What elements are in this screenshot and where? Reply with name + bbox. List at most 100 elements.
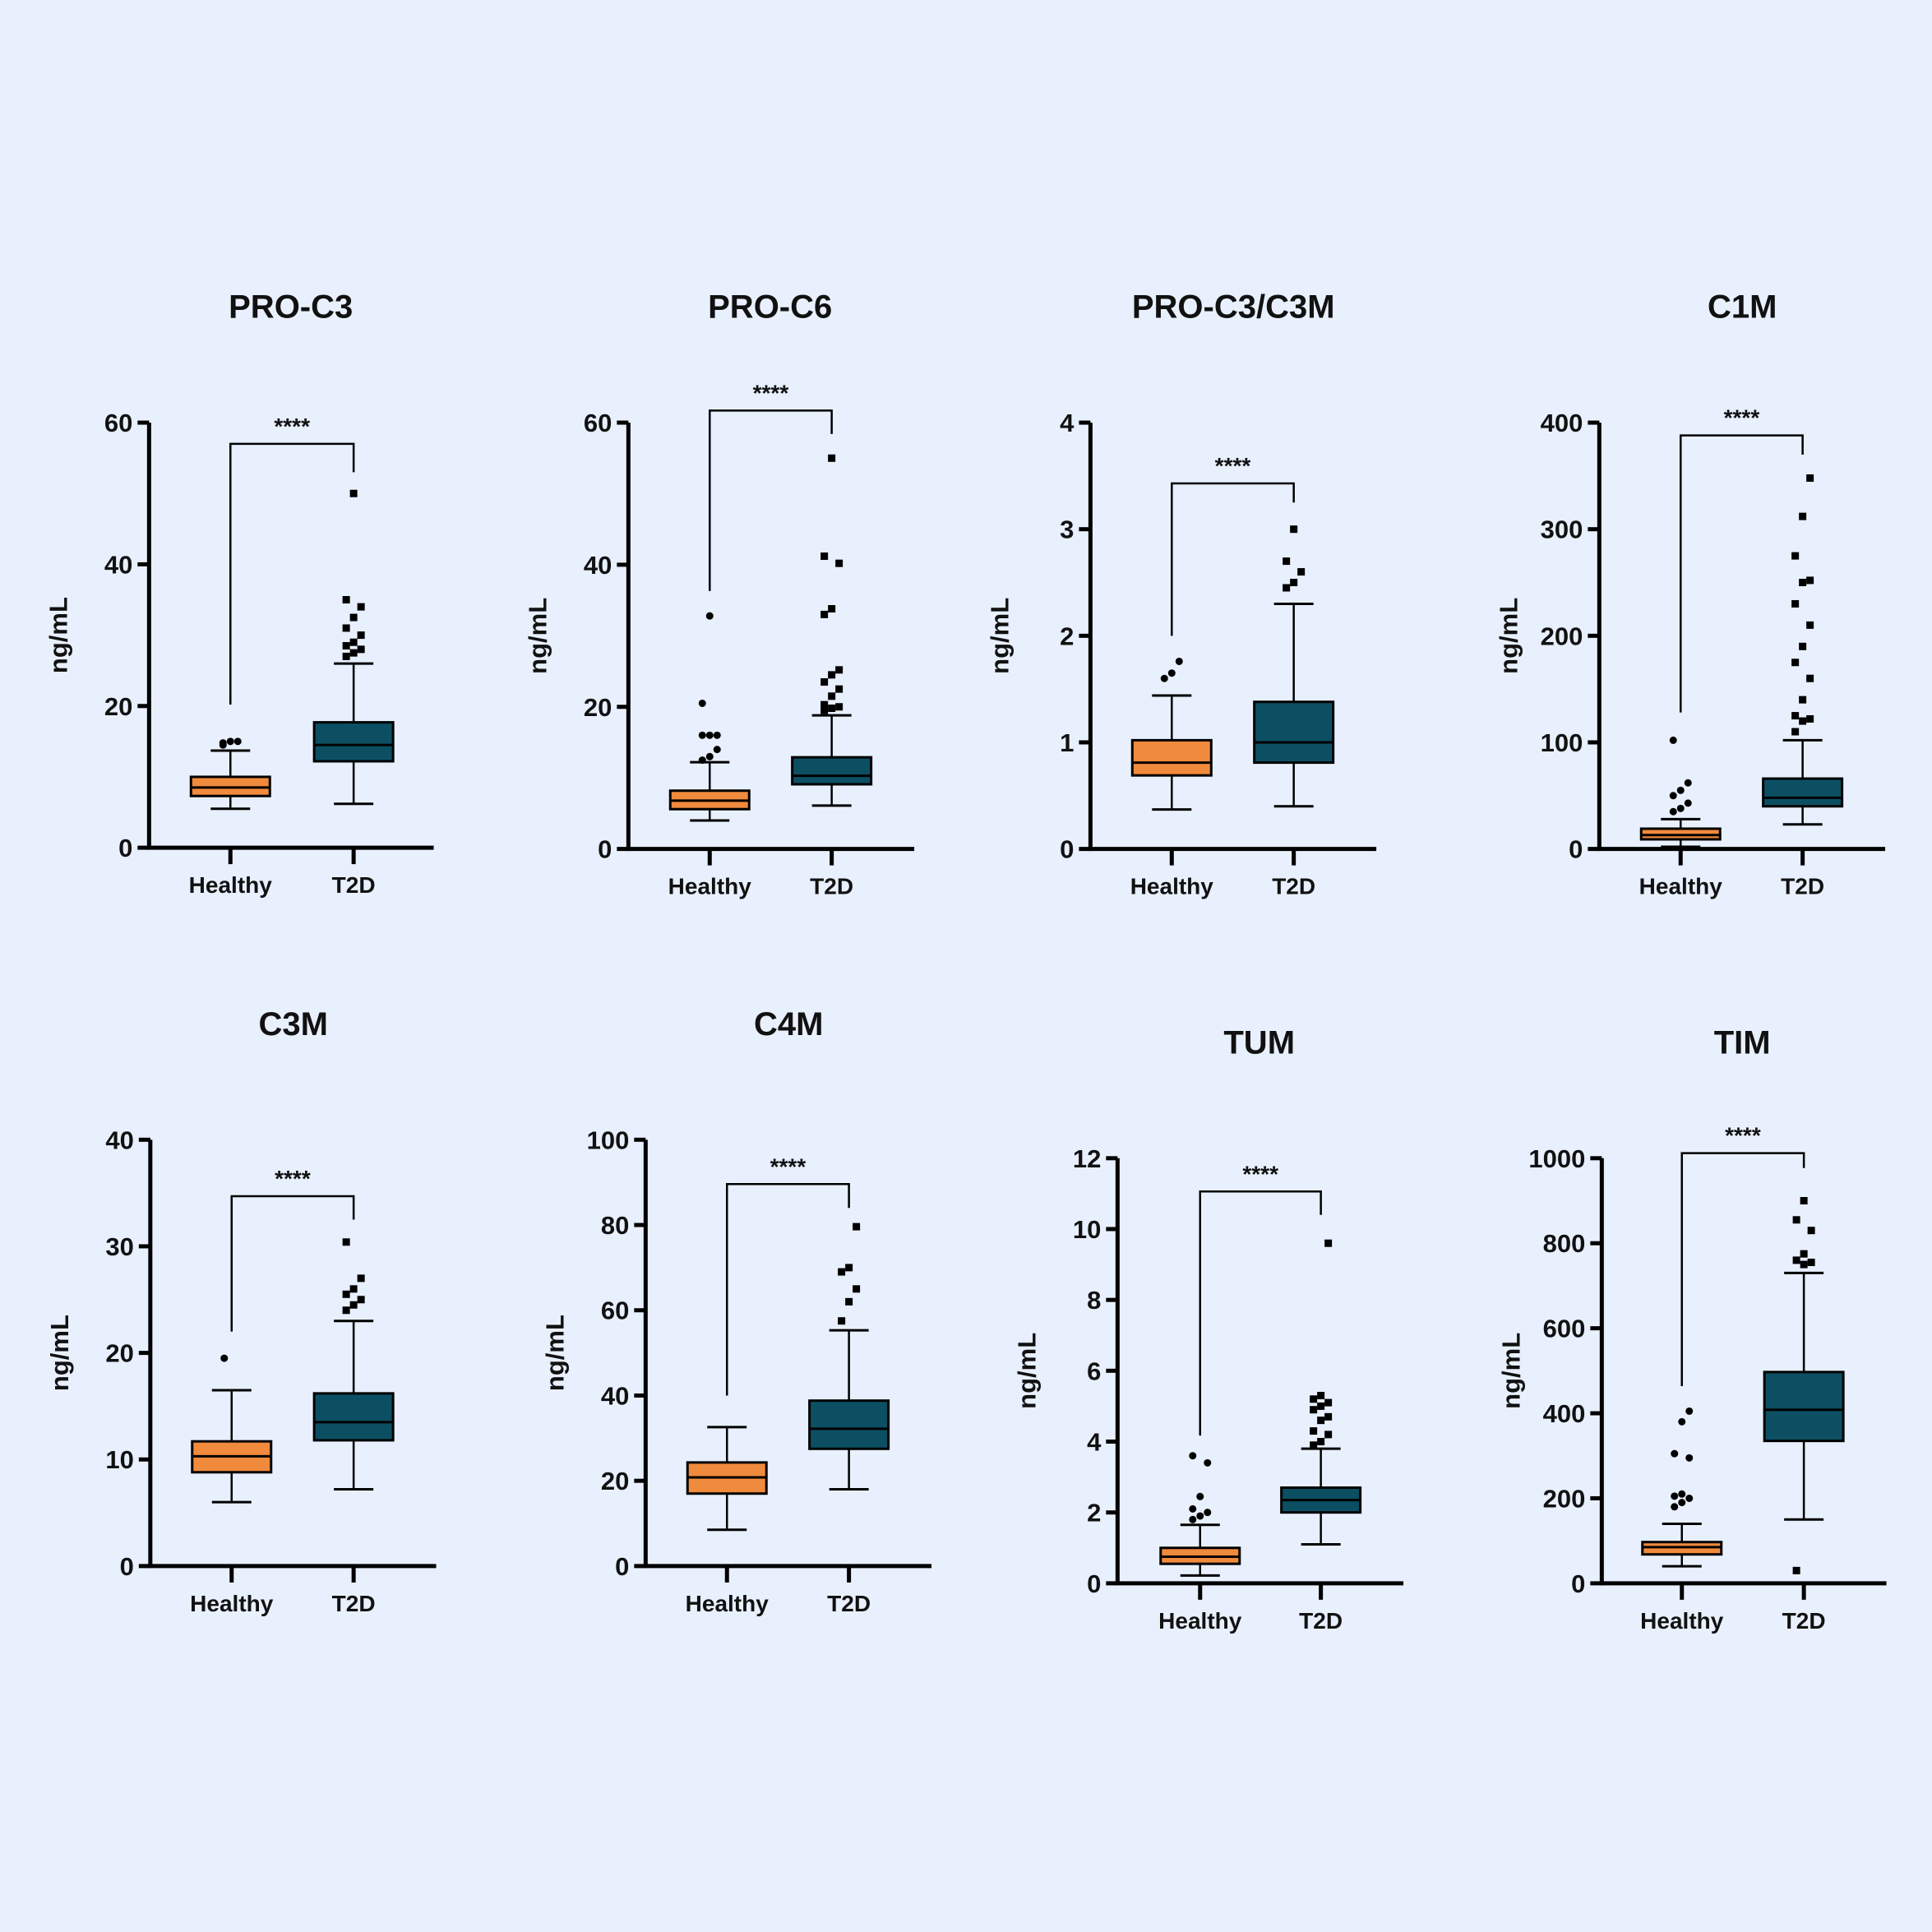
outlier-point (1792, 1566, 1800, 1574)
y-tick-label: 1000 (1528, 1144, 1585, 1173)
iqr-box (1762, 777, 1844, 808)
panel-tum: TUM ng/mL 0 2 4 6 8 10 12 Healthy T2D **** (1012, 1024, 1404, 1634)
y-tick-label: 4 (1087, 1428, 1102, 1457)
y-tick-label: 0 (615, 1552, 629, 1581)
y-axis-label: ng/mL (540, 1315, 569, 1391)
y-tick-label: 12 (1073, 1144, 1101, 1173)
y-tick-label: 40 (104, 550, 132, 579)
y-tick-label: 400 (1541, 409, 1583, 437)
outlier-point (820, 706, 829, 714)
outlier-point (1671, 1449, 1679, 1458)
significance-bracket (1680, 434, 1804, 713)
significance-label: **** (1242, 1161, 1278, 1186)
chart-title: C3M (258, 1006, 327, 1042)
y-tick-label: 3 (1060, 515, 1074, 544)
outlier-point (1189, 1504, 1197, 1513)
y-tick-label: 2 (1087, 1499, 1101, 1528)
outlier-point (1806, 621, 1814, 629)
outlier-point (698, 756, 706, 765)
outlier-point (1685, 1454, 1694, 1462)
significance-bracket (229, 442, 355, 705)
outlier-point (1807, 1258, 1815, 1266)
box-healthy (189, 737, 271, 811)
x-tick-label: T2D (827, 1591, 871, 1616)
y-tick-label: 0 (1060, 835, 1074, 864)
outlier-point (1290, 525, 1298, 534)
outlier-point (220, 1354, 229, 1362)
y-tick-label: 20 (104, 692, 132, 721)
outlier-point (1297, 568, 1306, 576)
box-healthy (686, 1426, 768, 1532)
y-tick-label: 0 (1571, 1569, 1585, 1598)
outlier-point (845, 1297, 853, 1306)
x-tick-label: T2D (332, 872, 376, 898)
outlier-point (357, 631, 365, 640)
outlier-point (1800, 1260, 1808, 1269)
significance-bracket (1199, 1190, 1322, 1436)
iqr-box (312, 721, 395, 763)
outlier-point (1799, 696, 1807, 704)
outlier-point (1800, 1197, 1808, 1205)
x-tick-label: Healthy (1640, 1608, 1724, 1634)
outlier-point (1324, 1431, 1333, 1439)
y-tick-label: 20 (601, 1467, 629, 1495)
box-t2d (808, 1223, 890, 1491)
y-tick-label: 200 (1541, 622, 1583, 650)
outlier-point (1283, 557, 1291, 566)
outlier-point (1669, 736, 1677, 744)
significance-bracket (1680, 1152, 1805, 1386)
outlier-point (1685, 1494, 1694, 1502)
y-tick-label: 6 (1087, 1357, 1101, 1385)
outlier-point (349, 649, 358, 657)
y-tick-label: 0 (1569, 835, 1583, 864)
box-t2d (1253, 525, 1335, 808)
box-t2d (312, 1238, 395, 1491)
x-tick-label: Healthy (686, 1591, 770, 1616)
outlier-point (1669, 807, 1677, 816)
outlier-point (828, 704, 836, 712)
box-healthy (191, 1354, 273, 1504)
box-healthy (1159, 1452, 1241, 1577)
outlier-point (349, 1301, 358, 1309)
outlier-point (1324, 1398, 1333, 1407)
outlier-point (1685, 1407, 1694, 1415)
y-tick-label: 40 (584, 551, 612, 580)
outlier-point (1791, 659, 1800, 667)
outlier-point (1800, 1250, 1808, 1258)
iqr-box (791, 756, 873, 786)
outlier-point (1807, 1227, 1815, 1235)
outlier-point (349, 1285, 358, 1293)
y-tick-label: 20 (105, 1339, 133, 1368)
outlier-point (342, 624, 350, 632)
outlier-point (357, 603, 365, 611)
outlier-point (1806, 674, 1814, 682)
y-axis-label: ng/mL (1494, 598, 1523, 674)
outlier-point (828, 454, 836, 462)
chart-title: PRO-C6 (708, 289, 832, 326)
outlier-point (1196, 1492, 1204, 1500)
box-t2d (1763, 1197, 1845, 1574)
outlier-point (1189, 1515, 1197, 1523)
y-tick-label: 2 (1060, 622, 1074, 650)
y-tick-label: 8 (1087, 1286, 1101, 1315)
outlier-point (1671, 1503, 1679, 1511)
y-axis-label: ng/mL (44, 597, 72, 673)
y-tick-label: 300 (1541, 515, 1583, 544)
outlier-point (838, 1317, 846, 1325)
outlier-point (349, 613, 358, 622)
x-tick-label: Healthy (189, 872, 273, 898)
outlier-point (342, 642, 350, 650)
panel-pro-c6: PRO-C6 ng/mL 0 20 40 60 Healthy T2D **** (523, 289, 915, 899)
y-tick-label: 60 (104, 409, 132, 437)
outlier-point (698, 699, 706, 707)
outlier-point (1204, 1509, 1212, 1517)
outlier-point (342, 1238, 350, 1246)
outlier-point (1196, 1512, 1204, 1520)
outlier-point (828, 604, 836, 612)
x-tick-label: T2D (1781, 874, 1824, 899)
y-tick-label: 80 (601, 1211, 629, 1240)
outlier-point (1175, 657, 1183, 665)
outlier-point (1324, 1412, 1333, 1421)
outlier-point (1806, 714, 1814, 723)
outlier-point (835, 559, 844, 567)
